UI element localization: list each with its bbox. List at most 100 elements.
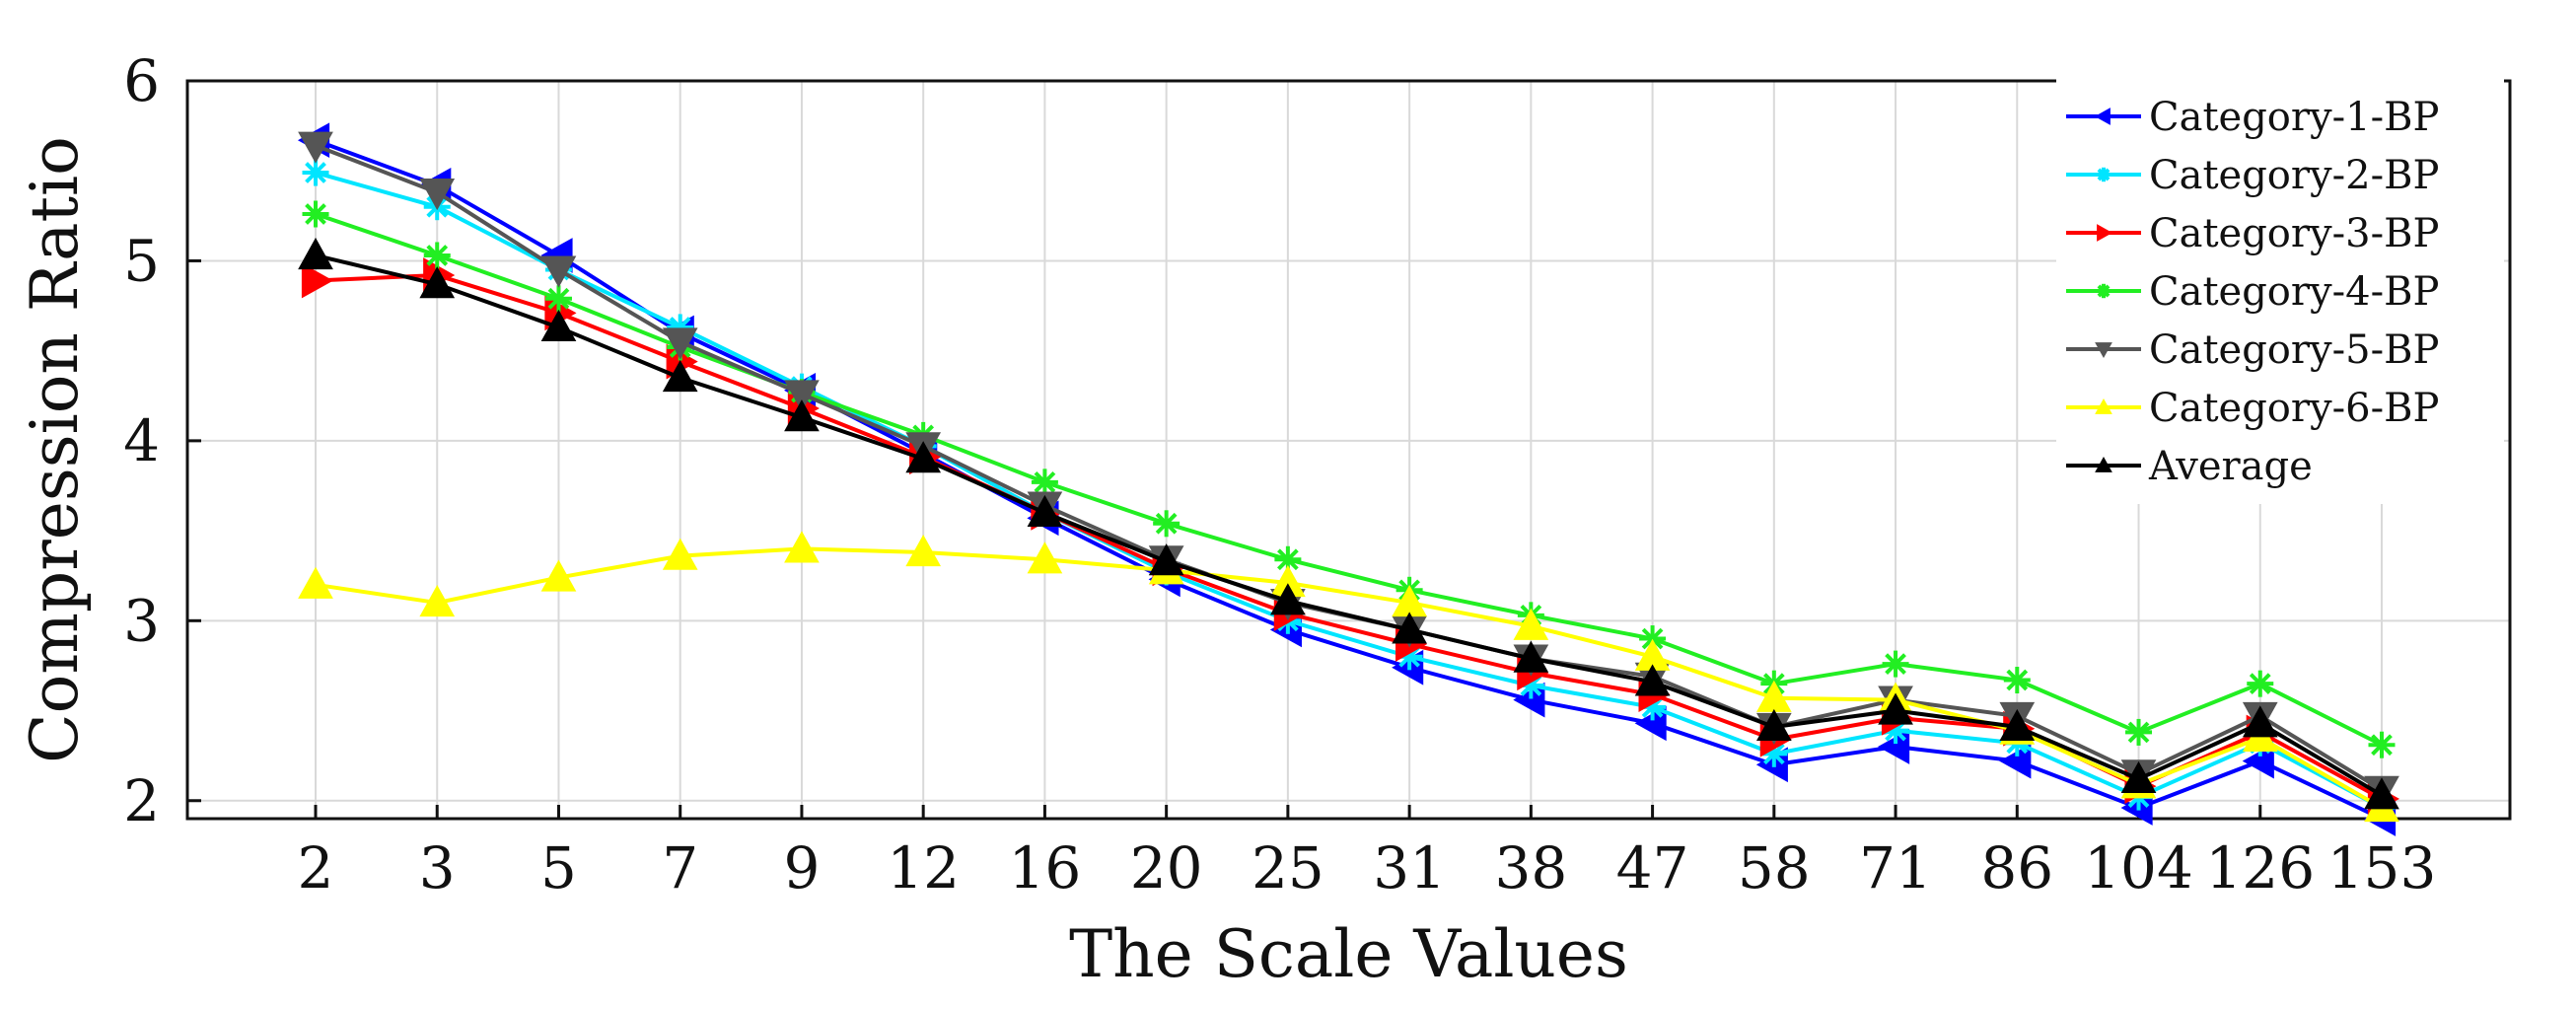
series-category-5-bp-point: [298, 131, 333, 164]
series-category-5-bp-point: [540, 255, 577, 288]
legend-swatch-marker: [2097, 224, 2113, 242]
ticks-layer: 2 3 5 7 9 12 16 20 25 31 38 47 58 71 86 104 126 153 2 3 4 5 6: [123, 47, 2436, 902]
star-stroke: [1885, 653, 1906, 675]
series-average-point: [419, 266, 456, 299]
legend-item-category-3-bp: Category-3-BP: [2066, 211, 2439, 256]
series-average-point: [905, 441, 942, 473]
legend-swatch-marker: [2095, 397, 2112, 414]
series-average-point: [1392, 612, 1427, 644]
x-tick-label: 3: [419, 834, 456, 902]
series-category-4-bp-point: [423, 242, 451, 269]
x-tick-label: 38: [1494, 834, 1567, 902]
series-category-6-bp-point: [905, 534, 942, 567]
y-tick-label: 2: [123, 767, 160, 834]
series-category-4-bp-point: [2125, 718, 2153, 746]
series-category-4-bp-point: [544, 285, 572, 313]
series-category-4-bp-point: [1639, 625, 1667, 653]
legend-item-category-2-bp: Category-2-BP: [2066, 153, 2439, 198]
series-average-point: [298, 237, 333, 270]
star-stroke: [2371, 734, 2393, 757]
legend-swatch-marker: [2095, 456, 2112, 472]
series-category-6-bp-point: [419, 585, 456, 617]
star-stroke: [547, 287, 570, 310]
legend-item-category-1-bp: Category-1-BP: [2066, 95, 2439, 140]
x-tick-label: 71: [1859, 834, 1932, 902]
star-stroke: [426, 245, 449, 266]
legend-item-category-5-bp: Category-5-BP: [2066, 327, 2439, 373]
x-tick-label: 20: [1130, 834, 1203, 902]
series-category-4-bp-point: [1882, 650, 1909, 678]
y-axis-title: Compression Ratio: [17, 136, 93, 763]
x-tick-label: 25: [1252, 834, 1324, 902]
series-average-point: [1878, 692, 1913, 725]
y-tick-label: 6: [123, 47, 160, 114]
legend-swatch-marker: [2096, 283, 2111, 299]
legend-swatch-marker: [2094, 108, 2111, 125]
legend-label: Category-4-BP: [2149, 269, 2439, 315]
series-average-point: [784, 399, 820, 432]
series-category-4-bp-point: [1153, 510, 1181, 538]
legend-label: Category-5-BP: [2149, 327, 2439, 373]
y-tick-label: 3: [123, 587, 160, 654]
series-category-6-bp-point: [1513, 608, 1549, 640]
x-tick-label: 2: [298, 834, 334, 902]
legend-label: Category-2-BP: [2149, 153, 2439, 198]
x-tick-label: 9: [783, 834, 820, 902]
star-stroke: [1155, 512, 1178, 535]
star-stroke: [2097, 168, 2111, 181]
star-stroke: [2249, 673, 2271, 695]
series-average-point: [1027, 494, 1063, 527]
series-average-point: [1755, 708, 1792, 742]
legend-item-average: Average: [2066, 444, 2313, 489]
star-stroke: [1762, 743, 1785, 765]
series-category-6-bp-point: [784, 531, 820, 563]
x-tick-label: 7: [662, 834, 698, 902]
series-category-4-bp-point: [2247, 670, 2274, 697]
series-average-point: [2242, 705, 2278, 738]
series-category-6-bp-point: [1027, 541, 1063, 574]
series-average-point: [2120, 760, 2157, 793]
x-tick-label: 5: [540, 834, 577, 902]
x-tick-label: 153: [2327, 834, 2437, 902]
series-category-5-bp-point: [662, 327, 698, 360]
series-category-6-bp-point: [298, 566, 333, 599]
legend-item-category-6-bp: Category-6-BP: [2066, 386, 2439, 431]
series-category-4-bp-point: [2368, 731, 2396, 758]
series-average-point: [1634, 664, 1671, 696]
series-average-point: [1513, 640, 1549, 673]
legend-label: Category-1-BP: [2149, 95, 2439, 140]
series-category-6-bp-point: [540, 559, 577, 592]
series-average-point: [540, 309, 577, 342]
series-category-3-bp-point: [301, 262, 334, 299]
series-category-6-bp-point: [662, 538, 698, 570]
legend-swatch-marker: [2095, 342, 2112, 359]
series-average-point: [662, 359, 698, 393]
star-stroke: [2127, 721, 2150, 744]
star-stroke: [2097, 284, 2111, 298]
series-average-point: [1270, 583, 1306, 615]
star-stroke: [305, 162, 326, 183]
x-tick-label: 16: [1009, 834, 1082, 902]
series-category-4-bp-line: [315, 212, 2383, 747]
star-stroke: [1034, 470, 1056, 493]
series-average: [298, 237, 2399, 810]
series-average-point: [2364, 777, 2399, 810]
series-average-point: [1999, 708, 2036, 742]
y-tick-label: 4: [123, 407, 160, 474]
x-tick-label: 47: [1616, 834, 1689, 902]
series-layer: [297, 122, 2400, 836]
x-tick-label: 126: [2205, 834, 2315, 902]
series-category-4-bp-point: [1031, 469, 1058, 496]
x-tick-label: 104: [2084, 834, 2193, 902]
y-tick-label: 5: [123, 227, 160, 294]
plot-frame: [185, 79, 2512, 821]
legend-label: Average: [2148, 444, 2313, 489]
x-tick-label: 12: [887, 834, 960, 902]
legend-item-category-4-bp: Category-4-BP: [2066, 269, 2439, 315]
star-stroke: [1641, 627, 1664, 650]
x-tick-label: 58: [1738, 834, 1811, 902]
legend-swatch-marker: [2096, 167, 2111, 182]
series-category-2-bp-line: [315, 171, 2383, 810]
star-stroke: [1277, 548, 1299, 571]
